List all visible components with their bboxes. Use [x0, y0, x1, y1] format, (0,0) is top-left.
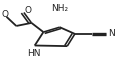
Text: NH₂: NH₂ [51, 4, 68, 13]
Text: O: O [25, 6, 32, 15]
Text: O: O [2, 10, 9, 19]
Text: HN: HN [27, 49, 40, 58]
Text: N: N [108, 29, 115, 38]
